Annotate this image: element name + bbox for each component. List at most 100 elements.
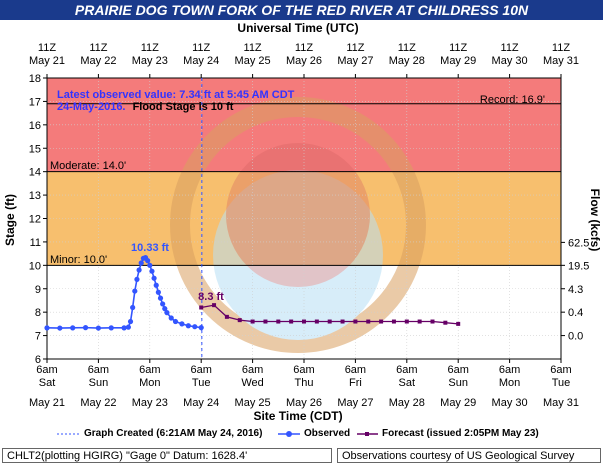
forecast-point bbox=[199, 305, 204, 310]
legend: Graph Created (6:21AM May 24, 2016) Obse… bbox=[0, 427, 603, 441]
top-tick-date: May 27 bbox=[337, 55, 373, 67]
bottom-tick-day: Mon bbox=[139, 377, 160, 389]
bottom-tick-time: 6am bbox=[36, 364, 57, 376]
threshold-lines bbox=[47, 103, 561, 266]
observed-point bbox=[108, 325, 114, 331]
stage-tick-label: 10 bbox=[29, 260, 41, 272]
observed-point bbox=[82, 325, 89, 331]
bottom-tick-time: 6am bbox=[88, 364, 109, 376]
bottom-tick-day: Tue bbox=[552, 377, 571, 389]
top-tick-time: 11Z bbox=[398, 42, 416, 54]
watermark-ring bbox=[170, 97, 426, 353]
watermark-water bbox=[213, 170, 383, 340]
observed-point bbox=[151, 275, 157, 281]
observed-point bbox=[134, 276, 140, 282]
grid-lines bbox=[47, 78, 561, 359]
forecast-point bbox=[443, 320, 448, 325]
observed-point bbox=[127, 318, 134, 325]
annotation-line-1: Latest observed value: 7.34 ft at 5:45 A… bbox=[57, 89, 295, 101]
top-tick-time: 11Z bbox=[501, 42, 519, 54]
stage-tick-label: 9 bbox=[35, 284, 41, 296]
observed-point bbox=[185, 323, 191, 329]
flow-tick-label: 62.5 bbox=[568, 237, 589, 249]
top-tick-time: 11Z bbox=[141, 42, 159, 54]
bottom-tick-date: May 27 bbox=[337, 397, 373, 409]
legend-observed-marker bbox=[286, 431, 292, 437]
bottom-tick-day: Sat bbox=[39, 377, 56, 389]
stage-tick-label: 13 bbox=[29, 190, 41, 202]
bottom-tick-time: 6am bbox=[242, 364, 263, 376]
bottom-tick-date: May 30 bbox=[492, 397, 528, 409]
bottom-tick-time: 6am bbox=[499, 364, 520, 376]
top-tick-time: 11Z bbox=[449, 42, 467, 54]
bottom-tick-time: 6am bbox=[396, 364, 417, 376]
top-tick-date: May 31 bbox=[543, 55, 579, 67]
annotation-line-2: 24-May-2016. Flood Stage is 10 ft bbox=[57, 101, 234, 113]
stage-tick-label: 18 bbox=[29, 73, 41, 85]
bottom-tick-time: 6am bbox=[447, 364, 468, 376]
observed-point bbox=[162, 306, 168, 312]
top-tick-date: May 26 bbox=[286, 55, 322, 67]
bottom-tick-time: 6am bbox=[190, 364, 211, 376]
observed-point bbox=[164, 310, 170, 316]
annotation-flood-stage: Flood Stage is 10 ft bbox=[133, 101, 234, 113]
stage-tick-label: 17 bbox=[29, 96, 41, 108]
observed-point bbox=[179, 321, 185, 327]
stage-tick-label: 7 bbox=[35, 331, 41, 343]
observed-point bbox=[157, 295, 164, 301]
stage-axis-title: Stage (ft) bbox=[3, 194, 17, 246]
bottom-tick-day: Tue bbox=[192, 377, 211, 389]
bottom-tick-time: 6am bbox=[345, 364, 366, 376]
bottom-tick-day: Fri bbox=[349, 377, 362, 389]
observed-point bbox=[145, 258, 151, 264]
top-tick-date: May 30 bbox=[492, 55, 528, 67]
observed-point bbox=[147, 262, 153, 268]
forecast-point bbox=[327, 319, 332, 324]
top-tick-time: 11Z bbox=[192, 42, 210, 54]
legend-forecast-label: Forecast (issued 2:05PM May 23) bbox=[382, 428, 539, 439]
flow-tick-label: 4.3 bbox=[568, 284, 583, 296]
top-tick-time: 11Z bbox=[244, 42, 262, 54]
bottom-tick-date: May 26 bbox=[286, 397, 322, 409]
flow-tick-label: 19.5 bbox=[568, 260, 589, 272]
observed-point bbox=[155, 289, 161, 295]
top-tick-time: 11Z bbox=[89, 42, 107, 54]
noaa-watermark bbox=[170, 97, 426, 353]
minor-label: Minor: 10.0' bbox=[50, 254, 107, 266]
observed-point bbox=[130, 304, 136, 311]
bottom-tick-time: 6am bbox=[550, 364, 571, 376]
legend-forecast-marker bbox=[365, 432, 369, 436]
bottom-tick-time: 6am bbox=[293, 364, 314, 376]
flow-tick-label: 0.4 bbox=[568, 307, 583, 319]
forecast-point bbox=[404, 319, 409, 324]
bottom-tick-date: May 21 bbox=[29, 397, 65, 409]
flow-tick-label: 0.0 bbox=[568, 331, 583, 343]
bottom-tick-day: Wed bbox=[241, 377, 263, 389]
forecast-peak-label: 8.3 ft bbox=[198, 291, 224, 303]
annotation-date: 24-May-2016. bbox=[57, 101, 126, 113]
top-tick-time: 11Z bbox=[295, 42, 313, 54]
stage-tick-label: 15 bbox=[29, 143, 41, 155]
top-axis-title: Universal Time (UTC) bbox=[237, 21, 358, 35]
observed-point bbox=[95, 325, 101, 331]
observed-point bbox=[70, 325, 76, 331]
observed-point bbox=[44, 325, 50, 331]
bottom-tick-day: Sun bbox=[448, 377, 468, 389]
legend-symbols bbox=[57, 431, 378, 437]
observed-series bbox=[44, 255, 204, 331]
forecast-point bbox=[391, 319, 396, 324]
forecast-series bbox=[199, 303, 461, 326]
flow-axis-ticks: 62.5 19.5 4.3 0.4 0.0 bbox=[561, 237, 589, 343]
forecast-point bbox=[250, 319, 255, 324]
legend-created-label: Graph Created (6:21AM May 24, 2016) bbox=[84, 428, 263, 439]
top-tick-date: May 24 bbox=[183, 55, 219, 67]
bottom-tick-date: May 23 bbox=[132, 397, 168, 409]
forecast-point bbox=[237, 318, 242, 323]
top-tick-date: May 22 bbox=[80, 55, 116, 67]
bottom-tick-time: 6am bbox=[139, 364, 160, 376]
observed-point bbox=[198, 325, 204, 331]
bottom-tick-date: May 28 bbox=[389, 397, 425, 409]
forecast-point bbox=[456, 321, 461, 326]
bottom-tick-date: May 25 bbox=[235, 397, 271, 409]
